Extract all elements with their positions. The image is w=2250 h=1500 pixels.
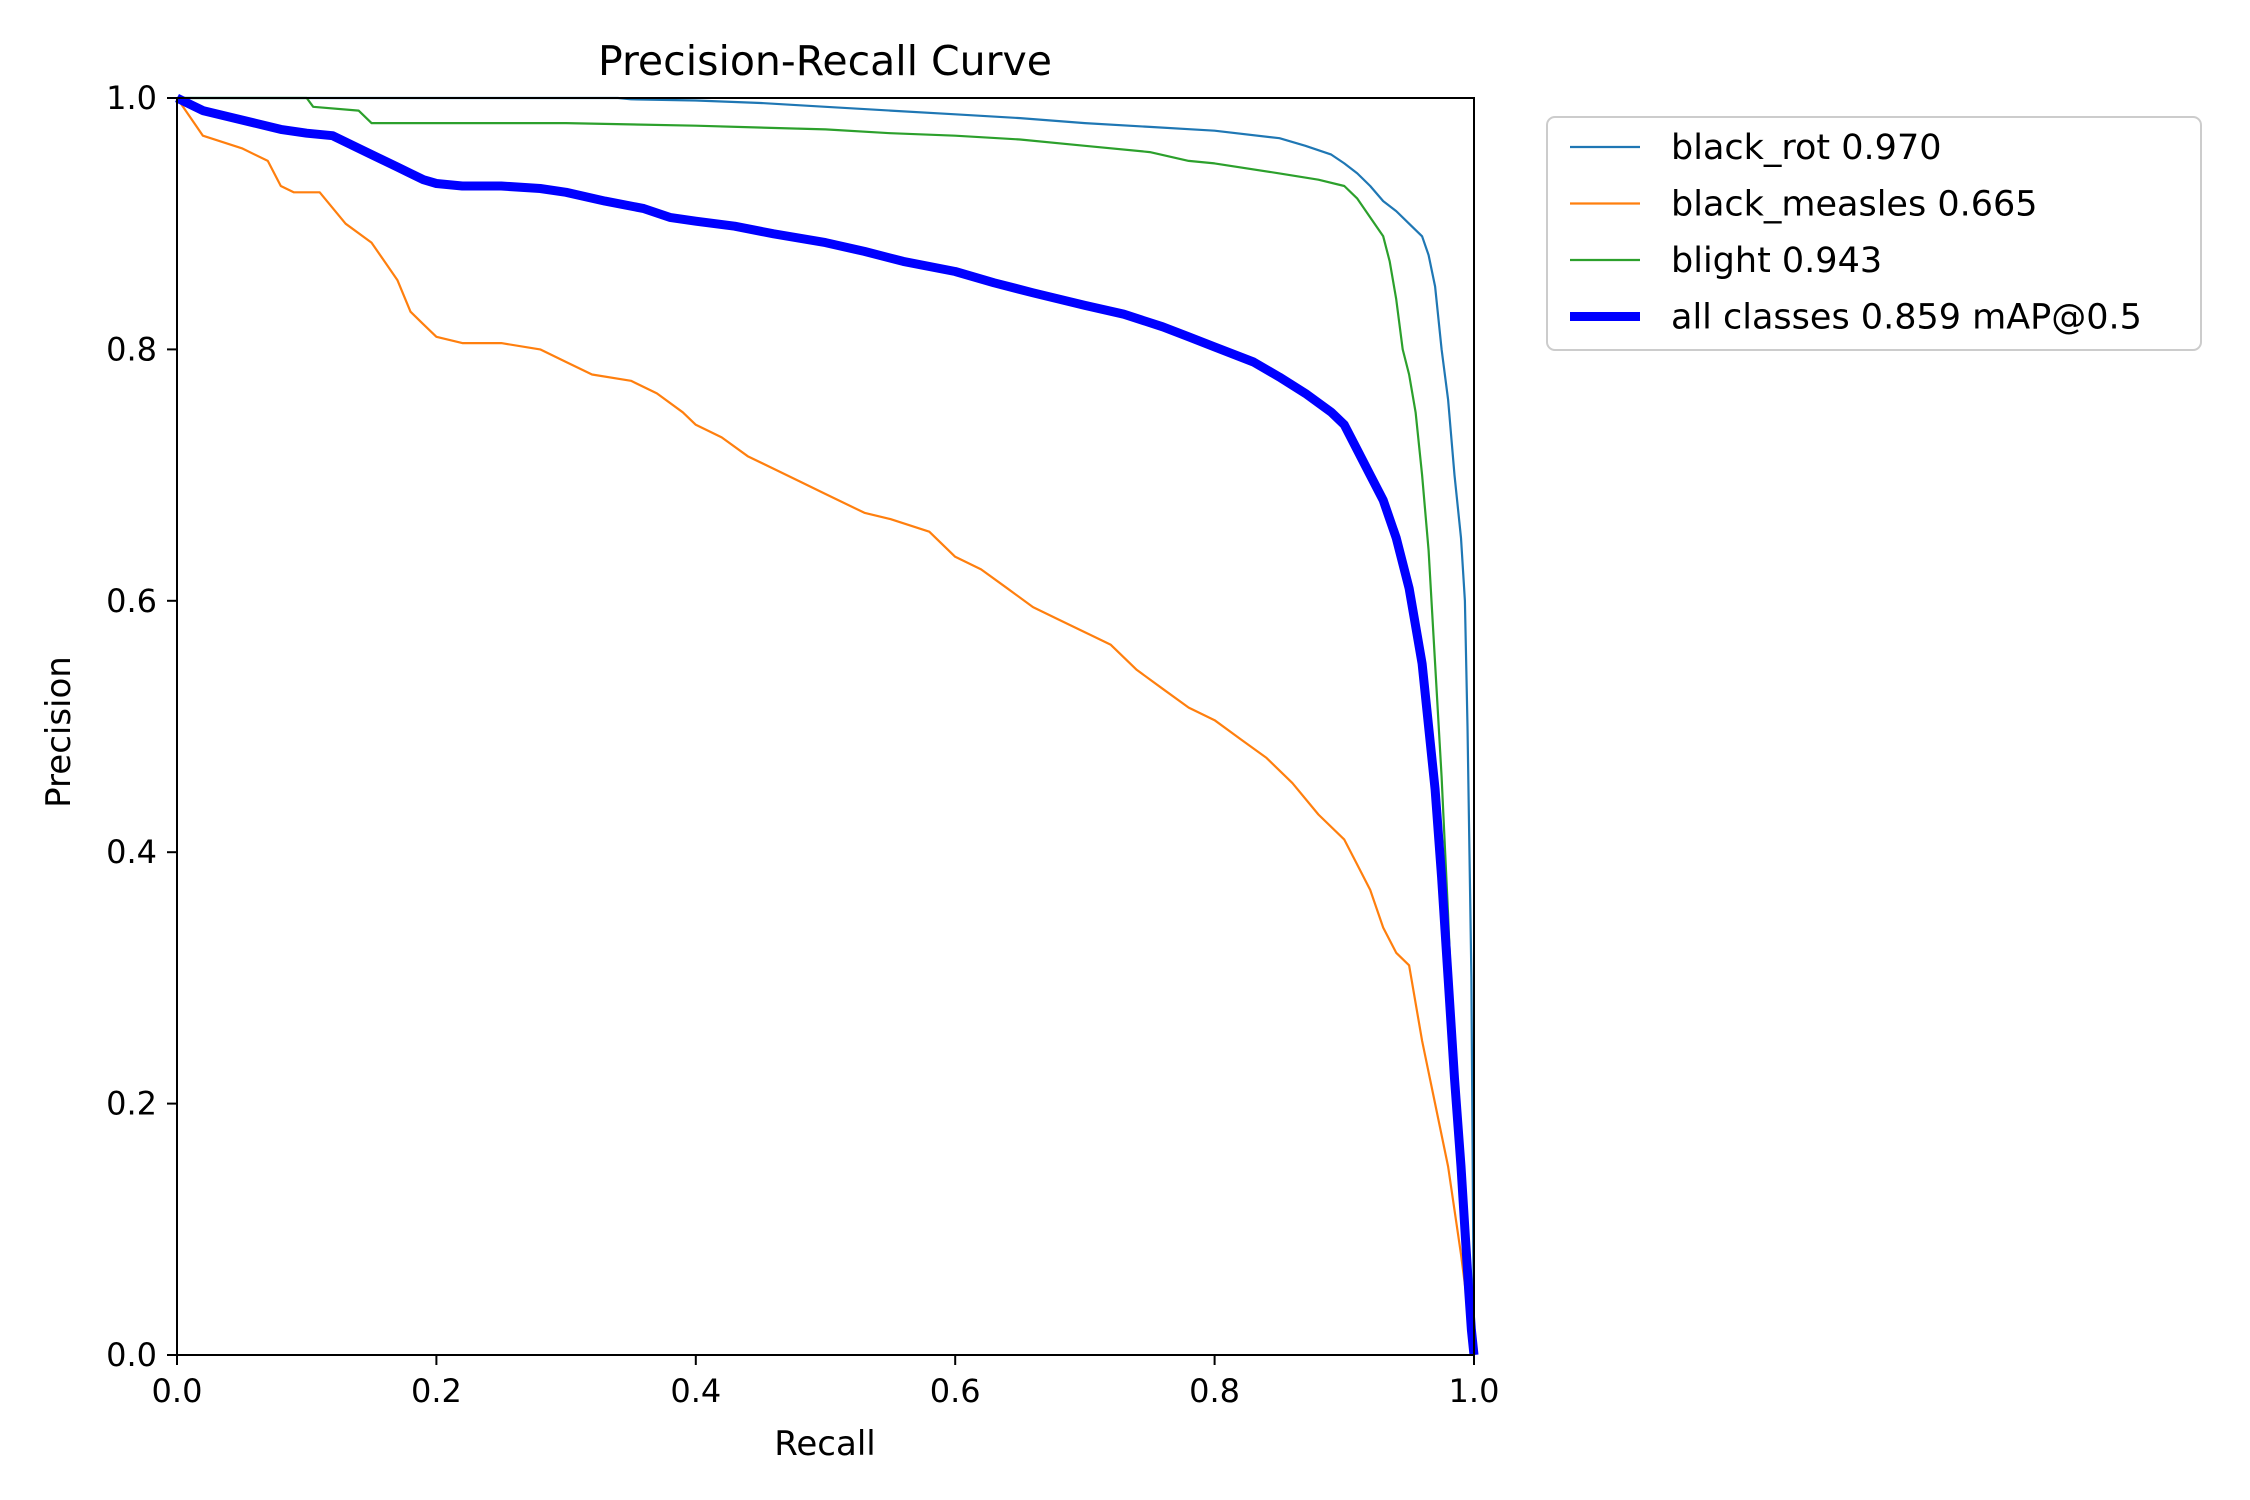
y-tick-label: 0.2 [106,1085,157,1123]
x-tick-label: 0.2 [411,1372,462,1410]
y-tick-label: 1.0 [106,79,157,117]
y-tick-label: 0.0 [106,1336,157,1374]
series-line-black_rot [177,96,1476,1356]
y-axis-ticks: 0.0 0.2 0.4 0.6 0.8 1.0 [106,79,177,1374]
chart-title: Precision-Recall Curve [598,37,1052,85]
x-tick-label: 0.4 [670,1372,721,1410]
legend-frame [1546,116,2202,351]
legend-label-black_measles: black_measles 0.665 [1671,185,2038,225]
x-tick-label: 1.0 [1449,1372,1500,1410]
x-tick-label: 0.6 [930,1372,981,1410]
x-tick-label: 0.8 [1189,1372,1240,1410]
plot-frame [176,97,1475,1356]
series-line-all-classes [175,93,1479,1356]
x-tick-label: 0.0 [152,1372,203,1410]
series-line-blight [177,96,1476,1356]
y-tick-label: 0.8 [106,330,157,368]
y-axis-label: Precision [39,656,79,808]
legend-label-black_rot: black_rot 0.970 [1671,128,1941,168]
legend-label-all-classes: all classes 0.859 mAP@0.5 [1671,298,2142,338]
y-tick-label: 0.4 [106,833,157,871]
legend-label-blight: blight 0.943 [1671,241,1882,281]
plot-series-group [175,93,1479,1356]
y-tick-label: 0.6 [106,582,157,620]
x-axis-label: Recall [774,1424,875,1464]
x-axis-ticks: 0.0 0.2 0.4 0.6 0.8 1.0 [152,1355,1500,1410]
series-line-black_measles [176,97,1476,1356]
legend: black_rot 0.970 black_measles 0.665 blight… [1546,116,2202,351]
